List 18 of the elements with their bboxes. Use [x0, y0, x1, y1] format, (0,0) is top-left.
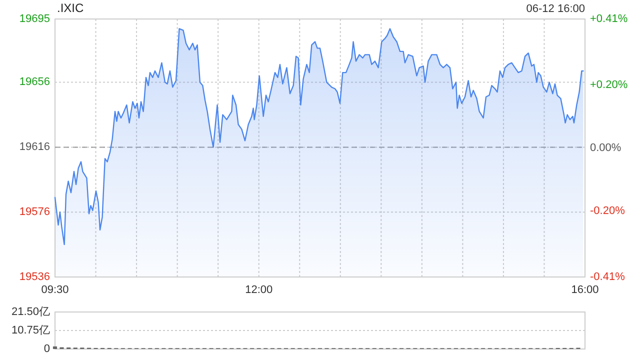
y-tick-label: 19656 — [19, 76, 50, 88]
y2-tick-label: -0.41% — [590, 270, 626, 283]
y-tick-label: 19576 — [19, 206, 50, 218]
x-tick-label: 12:00 — [245, 284, 273, 296]
y2-tick-label: +0.20% — [590, 78, 628, 91]
x-tick-label: 09:30 — [41, 284, 69, 296]
y-tick-label: 19695 — [19, 12, 50, 25]
y-tick-label: 19536 — [19, 270, 50, 283]
y2-tick-label: 0.00% — [590, 142, 622, 154]
x-tick-label: 16:00 — [571, 284, 599, 296]
chart-subtitle: 06-12 16:00 — [526, 3, 585, 15]
chart-title: .IXIC — [57, 1, 84, 15]
y-tick-label: 0 — [44, 342, 50, 355]
y-tick-label: 21.50亿 — [11, 306, 50, 318]
y-tick-label: 19616 — [19, 141, 50, 154]
y2-tick-label: -0.20% — [590, 204, 626, 217]
y2-tick-label: +0.41% — [590, 12, 628, 25]
y-tick-label: 10.75亿 — [11, 324, 50, 336]
